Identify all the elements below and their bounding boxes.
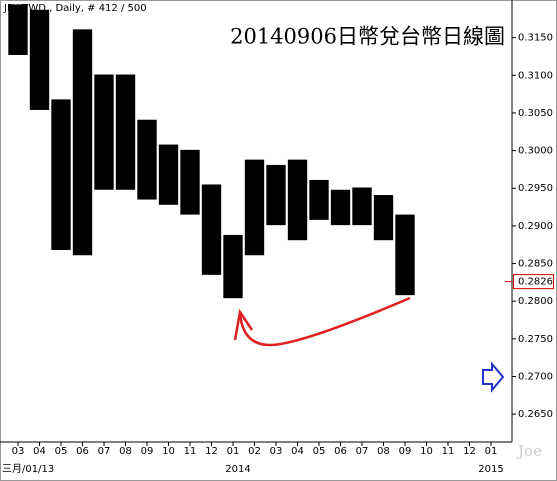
x-tick-label: 10 [420, 446, 433, 457]
chart-header: JPY/TWD , Daily, # 412 / 500 [3, 3, 147, 14]
range-bar [352, 187, 372, 226]
x-tick-label: 03 [270, 446, 283, 457]
range-bar [287, 159, 308, 241]
range-bar [137, 119, 157, 200]
y-tick-label: 0.2900 [518, 221, 553, 232]
last-value-label: 0.2826 [518, 277, 553, 288]
y-tick-label: 0.2700 [518, 371, 553, 382]
range-bar [180, 149, 200, 215]
chart-title: 20140906日幣兌台幣日線圖 [230, 25, 505, 49]
x-tick-label: 07 [356, 446, 369, 457]
x-tick-label: 10 [162, 446, 175, 457]
x-tick-label: 11 [184, 446, 197, 457]
x-tick-label: 02 [248, 446, 261, 457]
y-tick-label: 0.2750 [518, 334, 553, 345]
x-tick-label: 08 [119, 446, 132, 457]
x-tick-label: 09 [399, 446, 412, 457]
x-tick-label: 07 [98, 446, 111, 457]
range-bar [266, 164, 286, 226]
y-tick-label: 0.2650 [518, 409, 553, 420]
annotation-arrow [233, 296, 411, 347]
range-bar [309, 179, 329, 220]
period-label: 2015 [478, 464, 503, 475]
range-bar [72, 29, 93, 256]
x-tick-label: 05 [313, 446, 326, 457]
range-bar [51, 99, 71, 250]
x-tick-label: 03 [12, 446, 25, 457]
x-tick-label: 12 [463, 446, 476, 457]
x-tick-label: 06 [76, 446, 89, 457]
y-tick-label: 0.2850 [518, 259, 553, 270]
pointer-arrow [482, 361, 505, 393]
range-bar [330, 189, 351, 226]
range-bar [244, 159, 265, 256]
range-bar [395, 214, 415, 296]
range-bar [223, 234, 243, 299]
x-tick-label: 04 [33, 446, 46, 457]
y-tick-label: 0.3150 [518, 33, 553, 44]
period-label: 三月/01/13 [2, 463, 54, 475]
range-bar [29, 9, 50, 110]
watermark: Joe [516, 442, 542, 460]
range-bar [373, 195, 394, 241]
x-tick-label: 09 [141, 446, 154, 457]
range-bar [94, 74, 114, 190]
last-value-box [513, 274, 554, 290]
range-bar [115, 74, 136, 190]
x-tick-label: 01 [485, 446, 498, 457]
y-tick-label: 0.2800 [518, 296, 553, 307]
y-tick-label: 0.3100 [518, 70, 553, 81]
x-tick-label: 08 [377, 446, 390, 457]
y-tick-label: 0.3000 [518, 146, 553, 157]
x-tick-label: 12 [205, 446, 218, 457]
x-tick-label: 05 [55, 446, 68, 457]
period-label: 2014 [225, 464, 250, 475]
y-tick-label: 0.3050 [518, 108, 553, 119]
x-tick-label: 06 [334, 446, 347, 457]
x-tick-label: 11 [442, 446, 455, 457]
range-bar [158, 144, 179, 205]
range-bar [201, 184, 222, 275]
y-tick-label: 0.2950 [518, 183, 553, 194]
x-tick-label: 04 [291, 446, 304, 457]
range-bar [8, 4, 28, 55]
x-tick-label: 01 [227, 446, 240, 457]
